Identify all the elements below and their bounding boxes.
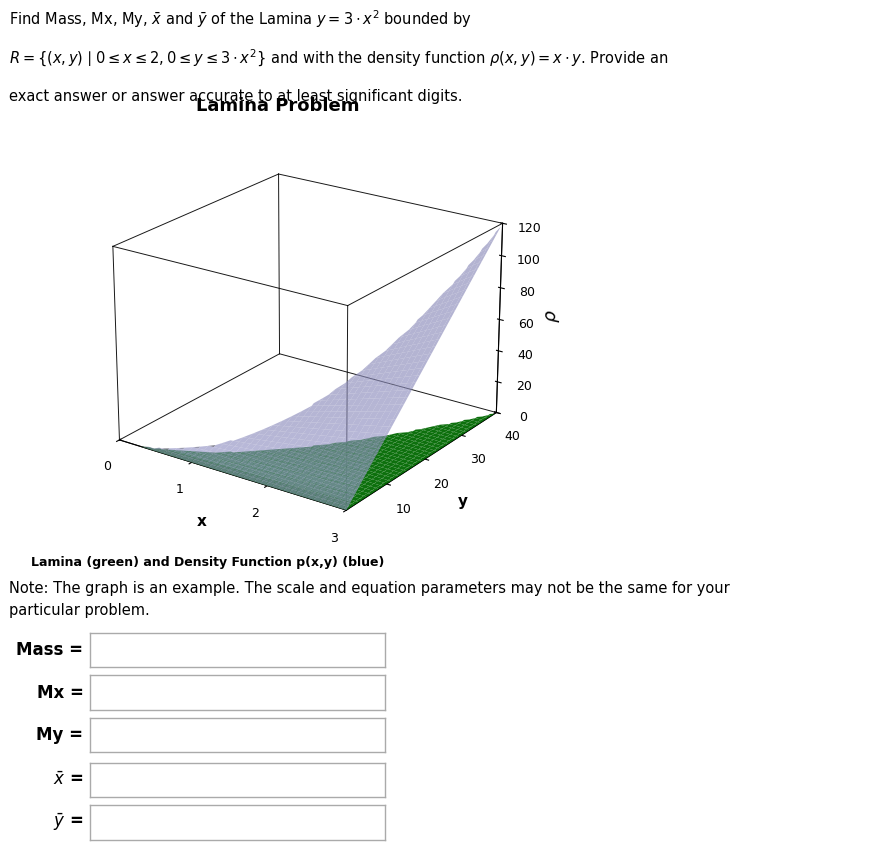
Text: exact answer or answer accurate to at least significant digits.: exact answer or answer accurate to at le… <box>9 89 462 104</box>
Text: $\bar{x}$ =: $\bar{x}$ = <box>53 770 83 789</box>
Text: Lamina (green) and Density Function p(x,y) (blue): Lamina (green) and Density Function p(x,… <box>31 556 384 569</box>
Text: Note: The graph is an example. The scale and equation parameters may not be the : Note: The graph is an example. The scale… <box>9 581 729 597</box>
Text: Mass =: Mass = <box>16 640 83 659</box>
X-axis label: x: x <box>197 514 207 529</box>
Text: Find Mass, Mx, My, $\bar{x}$ and $\bar{y}$ of the Lamina $y = 3 \cdot x^2$ bound: Find Mass, Mx, My, $\bar{x}$ and $\bar{y… <box>9 9 472 30</box>
Text: Mx =: Mx = <box>37 683 83 702</box>
Text: My =: My = <box>37 726 83 745</box>
Text: $\bar{y}$ =: $\bar{y}$ = <box>53 811 83 834</box>
Y-axis label: y: y <box>458 493 468 509</box>
Text: $R = \{(x, y) \mid 0 \leq x \leq 2, 0 \leq y \leq 3 \cdot x^2\}$ and with the de: $R = \{(x, y) \mid 0 \leq x \leq 2, 0 \l… <box>9 48 668 69</box>
Text: particular problem.: particular problem. <box>9 603 150 618</box>
Text: Lamina Problem: Lamina Problem <box>196 97 359 115</box>
